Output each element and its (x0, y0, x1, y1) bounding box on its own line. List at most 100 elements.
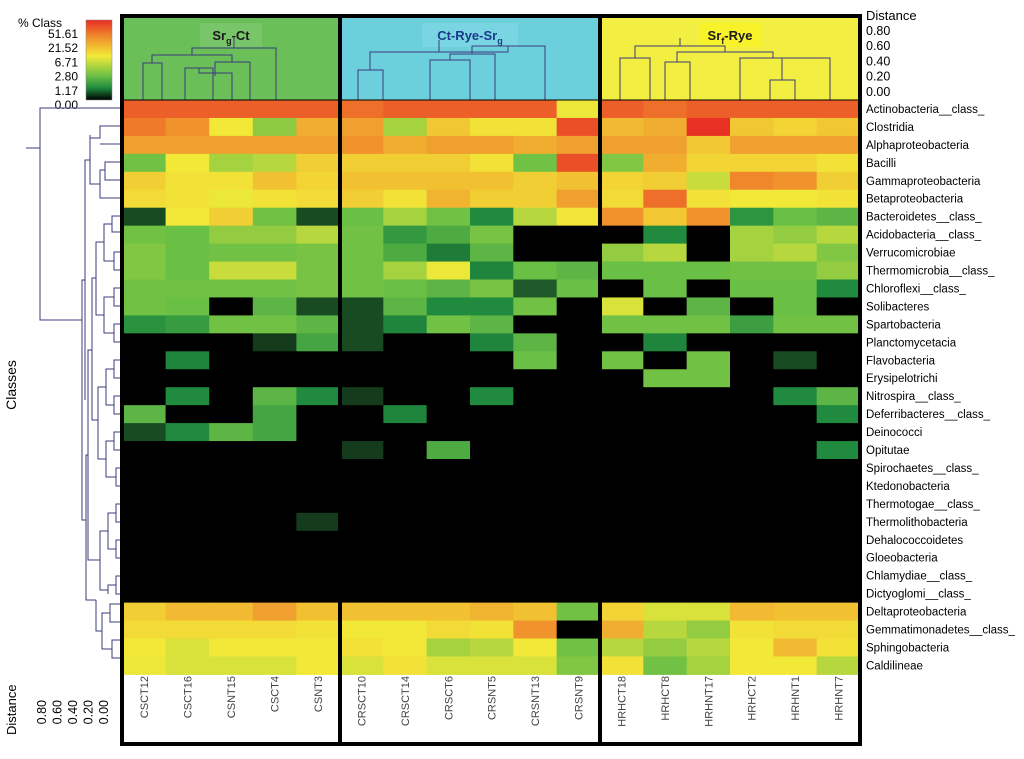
heatmap-cell (252, 315, 297, 334)
row-label: Deferribacteres__class_ (866, 409, 991, 421)
heatmap-cell (426, 153, 471, 173)
heatmap-cell (643, 297, 688, 316)
heatmap-cell (165, 423, 210, 442)
row-label: Thermolithobacteria (866, 517, 968, 529)
heatmap-cell (773, 584, 818, 604)
heatmap-cell (816, 261, 861, 280)
heatmap-cell (122, 512, 167, 532)
dendro-branch (739, 57, 806, 100)
heatmap-cell (252, 494, 297, 514)
y-axis-label: Classes (3, 360, 19, 410)
heatmap-cell (470, 656, 514, 675)
heatmap-cell (730, 100, 774, 119)
heatmap-cell (686, 117, 731, 137)
heatmap-cell (252, 441, 297, 460)
heatmap-cell (383, 279, 428, 298)
heatmap-cell (165, 638, 210, 657)
heatmap-cell (470, 117, 514, 137)
heatmap-cell (426, 279, 471, 298)
heatmap-cell (773, 459, 818, 478)
heatmap-cell (252, 405, 297, 424)
heatmap-cell (252, 261, 297, 280)
heatmap-cell (470, 100, 514, 119)
heatmap-cell (686, 656, 731, 675)
heatmap-cell (252, 476, 297, 496)
heatmap-cell (252, 387, 297, 406)
heatmap-cell (209, 225, 254, 245)
heatmap-cell (296, 512, 341, 532)
heatmap-cell (209, 243, 254, 263)
heatmap-cell (816, 566, 861, 586)
heatmap-cell (122, 279, 167, 298)
heatmap-cell (296, 225, 341, 245)
heatmap-cell (165, 333, 210, 352)
heatmap-cell (556, 261, 601, 280)
heatmap-cell (643, 423, 688, 442)
heatmap-cell (340, 297, 384, 316)
heatmap-cell (816, 584, 861, 604)
heatmap-cell (209, 297, 254, 316)
heatmap-cell (773, 333, 818, 352)
heatmap-cell (730, 566, 774, 586)
heatmap-cell (600, 405, 644, 424)
heatmap-cell (383, 620, 428, 639)
heatmap-cell (470, 441, 514, 460)
dendro-branch (95, 241, 104, 316)
heatmap-cell (730, 423, 774, 442)
heatmap-cell (816, 476, 861, 496)
heatmap-cell (730, 530, 774, 550)
heatmap-cell (686, 476, 731, 496)
heatmap-cell (556, 279, 601, 298)
heatmap-cell (470, 261, 514, 280)
heatmap-cell (730, 279, 774, 298)
heatmap-cell (209, 566, 254, 586)
heatmap-cell (600, 117, 644, 137)
heatmap-cell (600, 638, 644, 657)
dendro-branch (103, 296, 114, 334)
heatmap-cell (730, 512, 774, 532)
top-distance-tick: 0.80 (866, 24, 890, 38)
heatmap-cell (296, 602, 341, 622)
heatmap-cell (296, 548, 341, 568)
heatmap-cell (383, 423, 428, 442)
heatmap-cell (513, 584, 558, 604)
heatmap-cell (556, 441, 601, 460)
heatmap-cell (165, 530, 210, 550)
heatmap-cell (643, 494, 688, 514)
column-label: CRSCT14 (400, 676, 412, 726)
heatmap-cell (122, 405, 167, 424)
row-label: Planctomycetacia (866, 337, 957, 349)
heatmap-cell (383, 476, 428, 496)
heatmap-cell (122, 566, 167, 586)
heatmap-cell (600, 494, 644, 514)
heatmap-cell (296, 189, 341, 209)
heatmap-cell (816, 369, 861, 388)
heatmap-cell (426, 476, 471, 496)
heatmap-cell (426, 297, 471, 316)
heatmap-cell (165, 494, 210, 514)
heatmap-cell (426, 423, 471, 442)
column-label: HRHCT2 (747, 676, 759, 721)
heatmap-cell (513, 387, 558, 406)
heatmap-cell (686, 566, 731, 586)
row-label: Acidobacteria__class_ (866, 230, 982, 242)
heatmap-cell (165, 171, 210, 191)
row-label: Deinococci (866, 427, 922, 439)
dendro-branch (97, 386, 106, 460)
heatmap-cell (383, 100, 428, 119)
heatmap-cell (470, 602, 514, 622)
heatmap-cell (513, 548, 558, 568)
heatmap-cell (122, 135, 167, 155)
heatmap-cell (209, 171, 254, 191)
heatmap-cell (730, 135, 774, 155)
heatmap-cell (165, 297, 210, 316)
heatmap-cell (730, 405, 774, 424)
heatmap-cell (426, 459, 471, 478)
heatmap-cell (513, 171, 558, 191)
heatmap-cell (165, 225, 210, 245)
dendro-branch (81, 279, 86, 521)
heatmap-cell (730, 153, 774, 173)
heatmap-cell (252, 584, 297, 604)
heatmap-cell (513, 135, 558, 155)
heatmap-cell (686, 459, 731, 478)
